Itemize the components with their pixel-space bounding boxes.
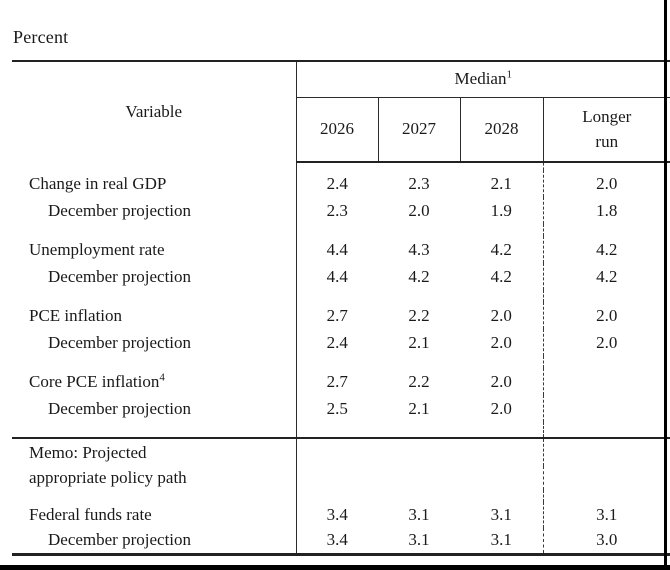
longer-run-line1: Longer — [582, 107, 632, 127]
value-cell: 2.3 — [408, 173, 430, 193]
row-label: Change in real GDP — [12, 170, 297, 197]
row-label: Core PCE inflation4 — [12, 368, 297, 395]
row-label: December projection — [12, 263, 297, 290]
value-cell: 4.2 — [460, 263, 544, 290]
row-label: December projection — [12, 197, 297, 224]
header-row-median: Variable Median1 — [12, 61, 670, 162]
row-label: December projection — [12, 395, 297, 422]
value-cell: 4.2 — [596, 239, 618, 259]
value-cell: 2.2 — [408, 371, 430, 391]
frame-bottom-border — [0, 565, 670, 570]
memo-row-line1: Memo: Projected — [12, 437, 670, 466]
year-header-2026: 2026 — [296, 97, 379, 163]
table-row: Core PCE inflation4 2.7 2.2 2.0 — [12, 368, 670, 395]
value-cell: 2.0 — [596, 173, 618, 193]
value-cell: 2.4 — [326, 173, 348, 193]
row-label: December projection — [12, 528, 297, 554]
variable-header-label: Variable — [125, 102, 183, 121]
value-cell: 2.7 — [326, 371, 348, 391]
table-row: PCE inflation 2.7 2.2 2.0 2.0 — [12, 302, 670, 329]
table-row: December projection 2.3 2.0 1.9 1.8 — [12, 197, 670, 224]
value-cell: 2.1 — [460, 170, 544, 197]
value-cell: 2.0 — [596, 305, 618, 325]
value-cell: 2.0 — [460, 302, 544, 329]
value-cell: 2.7 — [326, 305, 348, 325]
memo-row-line2: appropriate policy path — [12, 466, 670, 490]
variable-header-cell: Variable — [12, 61, 297, 162]
value-cell: 1.9 — [460, 197, 544, 224]
spacer-row — [12, 224, 670, 236]
value-cell: 4.2 — [596, 266, 618, 286]
table-row: Change in real GDP 2.4 2.3 2.1 2.0 — [12, 170, 670, 197]
core-pce-footnote-marker: 4 — [159, 370, 165, 383]
table-row: December projection 4.4 4.2 4.2 4.2 — [12, 263, 670, 290]
header-row-years: 2026 2027 2028 Longer run — [12, 97, 670, 163]
spacer-row — [12, 490, 670, 502]
value-cell: 3.0 — [596, 530, 618, 550]
value-cell — [543, 368, 670, 395]
value-cell: 2.0 — [596, 332, 618, 352]
value-cell: 2.0 — [460, 395, 544, 422]
value-cell: 3.1 — [408, 530, 430, 550]
memo-label: appropriate policy path — [12, 466, 297, 490]
row-label: PCE inflation — [12, 302, 297, 329]
median-header-cell: Median1 — [296, 61, 670, 98]
table-row: December projection 2.5 2.1 2.0 — [12, 395, 670, 422]
table-row: December projection 2.4 2.1 2.0 2.0 — [12, 329, 670, 356]
value-cell: 2.4 — [326, 332, 348, 352]
value-cell: 2.1 — [408, 398, 430, 418]
value-cell: 2.5 — [326, 398, 348, 418]
value-cell: 4.4 — [326, 239, 348, 259]
spacer-row — [12, 290, 670, 302]
table-row: Unemployment rate 4.4 4.3 4.2 4.2 — [12, 236, 670, 263]
table-row: Federal funds rate 3.4 3.1 3.1 3.1 — [12, 502, 670, 528]
value-cell: 2.1 — [408, 332, 430, 352]
value-cell: 4.2 — [460, 236, 544, 263]
row-label: Federal funds rate — [12, 502, 297, 528]
spacer-row — [12, 162, 670, 170]
value-cell: 3.4 — [326, 530, 348, 550]
year-header-2027: 2027 — [378, 97, 461, 163]
value-cell: 3.1 — [596, 505, 618, 524]
projections-table: Variable Median1 2026 2027 2028 Longer r… — [12, 60, 670, 556]
value-cell: 3.1 — [460, 528, 544, 554]
row-label: Unemployment rate — [12, 236, 297, 263]
value-cell: 2.0 — [460, 329, 544, 356]
row-label: December projection — [12, 329, 297, 356]
value-cell: 4.4 — [326, 266, 348, 286]
spacer-row — [12, 356, 670, 368]
year-header-2028: 2028 — [460, 97, 544, 163]
value-cell: 4.3 — [408, 239, 430, 259]
value-cell: 1.8 — [596, 200, 618, 220]
frame-right-border — [664, 0, 667, 570]
value-cell: 2.0 — [408, 200, 430, 220]
value-cell: 2.3 — [326, 200, 348, 220]
value-cell: 2.2 — [408, 305, 430, 325]
longer-run-header: Longer run — [543, 97, 670, 163]
longer-run-line2: run — [595, 132, 619, 152]
median-footnote-marker: 1 — [506, 68, 512, 81]
value-cell: 2.0 — [460, 368, 544, 395]
value-cell: 3.1 — [408, 505, 430, 524]
value-cell: 3.4 — [326, 505, 348, 524]
value-cell — [543, 395, 670, 422]
median-header-label: Median — [454, 69, 507, 89]
spacer-row — [12, 422, 670, 438]
value-cell: 4.2 — [408, 266, 430, 286]
table-row: December projection 3.4 3.1 3.1 3.0 — [12, 528, 670, 554]
percent-label: Percent — [13, 27, 69, 47]
value-cell: 3.1 — [460, 502, 544, 528]
memo-label: Memo: Projected — [12, 437, 297, 466]
